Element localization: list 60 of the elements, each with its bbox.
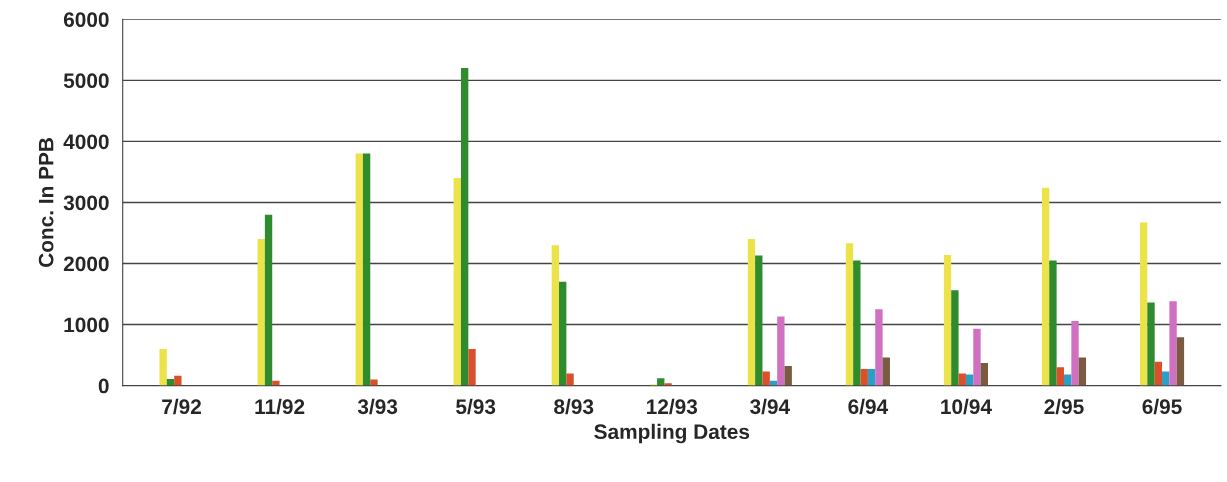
bar bbox=[362, 153, 371, 386]
bar bbox=[257, 239, 265, 386]
bar bbox=[951, 290, 959, 386]
x-tick-label: 5/93 bbox=[456, 398, 496, 415]
bar bbox=[943, 254, 952, 386]
y-tick-label: 4000 bbox=[63, 134, 109, 150]
bar bbox=[973, 328, 981, 386]
bar bbox=[980, 363, 988, 386]
y-axis-title: Conc. In PPB bbox=[38, 137, 54, 267]
bar bbox=[559, 281, 567, 386]
bar bbox=[1147, 302, 1155, 386]
y-tick-label: 2000 bbox=[63, 256, 109, 272]
bar bbox=[882, 357, 890, 386]
bar bbox=[875, 309, 883, 386]
y-tick-label: 6000 bbox=[63, 12, 109, 28]
bar bbox=[747, 239, 756, 386]
x-tick-label: 6/94 bbox=[848, 398, 889, 415]
x-axis-title: Sampling Dates bbox=[594, 423, 750, 444]
bar bbox=[853, 260, 861, 386]
bar bbox=[264, 214, 273, 386]
bar bbox=[958, 373, 966, 386]
x-tick-label: 2/95 bbox=[1044, 398, 1084, 415]
bar bbox=[755, 255, 763, 386]
y-tick-label: 1000 bbox=[64, 317, 109, 333]
bar bbox=[1041, 187, 1050, 386]
bar bbox=[860, 369, 868, 386]
bar bbox=[1154, 361, 1163, 386]
bar bbox=[784, 366, 792, 386]
bar bbox=[1139, 222, 1148, 386]
bar bbox=[355, 153, 363, 386]
bar bbox=[762, 371, 770, 386]
bar bbox=[174, 375, 182, 386]
bar bbox=[777, 316, 785, 386]
x-tick-label: 12/93 bbox=[647, 398, 698, 415]
x-tick-label: 10/94 bbox=[941, 398, 992, 415]
bar bbox=[551, 245, 560, 386]
x-tick-label: 3/93 bbox=[357, 398, 398, 415]
bar bbox=[370, 379, 378, 386]
x-tick-label: 11/92 bbox=[255, 398, 305, 415]
bar bbox=[159, 348, 167, 386]
bar bbox=[460, 68, 469, 386]
bar bbox=[453, 178, 461, 386]
bar bbox=[1078, 357, 1087, 386]
bar bbox=[1169, 301, 1177, 386]
bar bbox=[566, 373, 574, 386]
x-tick-label: 7/92 bbox=[162, 398, 201, 415]
y-tick-label: 3000 bbox=[63, 195, 109, 211]
x-tick-label: 6/95 bbox=[1142, 398, 1182, 415]
bar bbox=[657, 378, 665, 386]
bar bbox=[845, 243, 854, 386]
x-tick-label: 3/94 bbox=[750, 398, 790, 415]
y-tick-label: 0 bbox=[98, 378, 109, 394]
bar bbox=[1056, 367, 1064, 386]
y-tick-label: 5000 bbox=[63, 73, 109, 89]
bar bbox=[1049, 260, 1057, 386]
bar bbox=[867, 369, 876, 386]
bar bbox=[468, 348, 476, 386]
x-tick-label: 8/93 bbox=[554, 398, 594, 415]
bar bbox=[1071, 320, 1079, 386]
bar bbox=[1176, 337, 1185, 386]
